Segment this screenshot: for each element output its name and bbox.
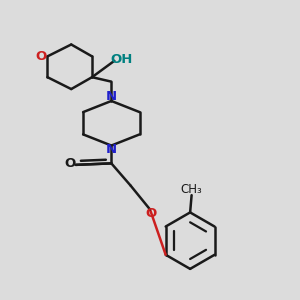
Text: O: O (65, 157, 76, 170)
Text: O: O (35, 50, 46, 63)
Text: N: N (106, 90, 117, 103)
Text: N: N (106, 143, 117, 156)
Text: O: O (146, 207, 157, 220)
Text: CH₃: CH₃ (181, 183, 202, 196)
Text: OH: OH (111, 53, 133, 66)
